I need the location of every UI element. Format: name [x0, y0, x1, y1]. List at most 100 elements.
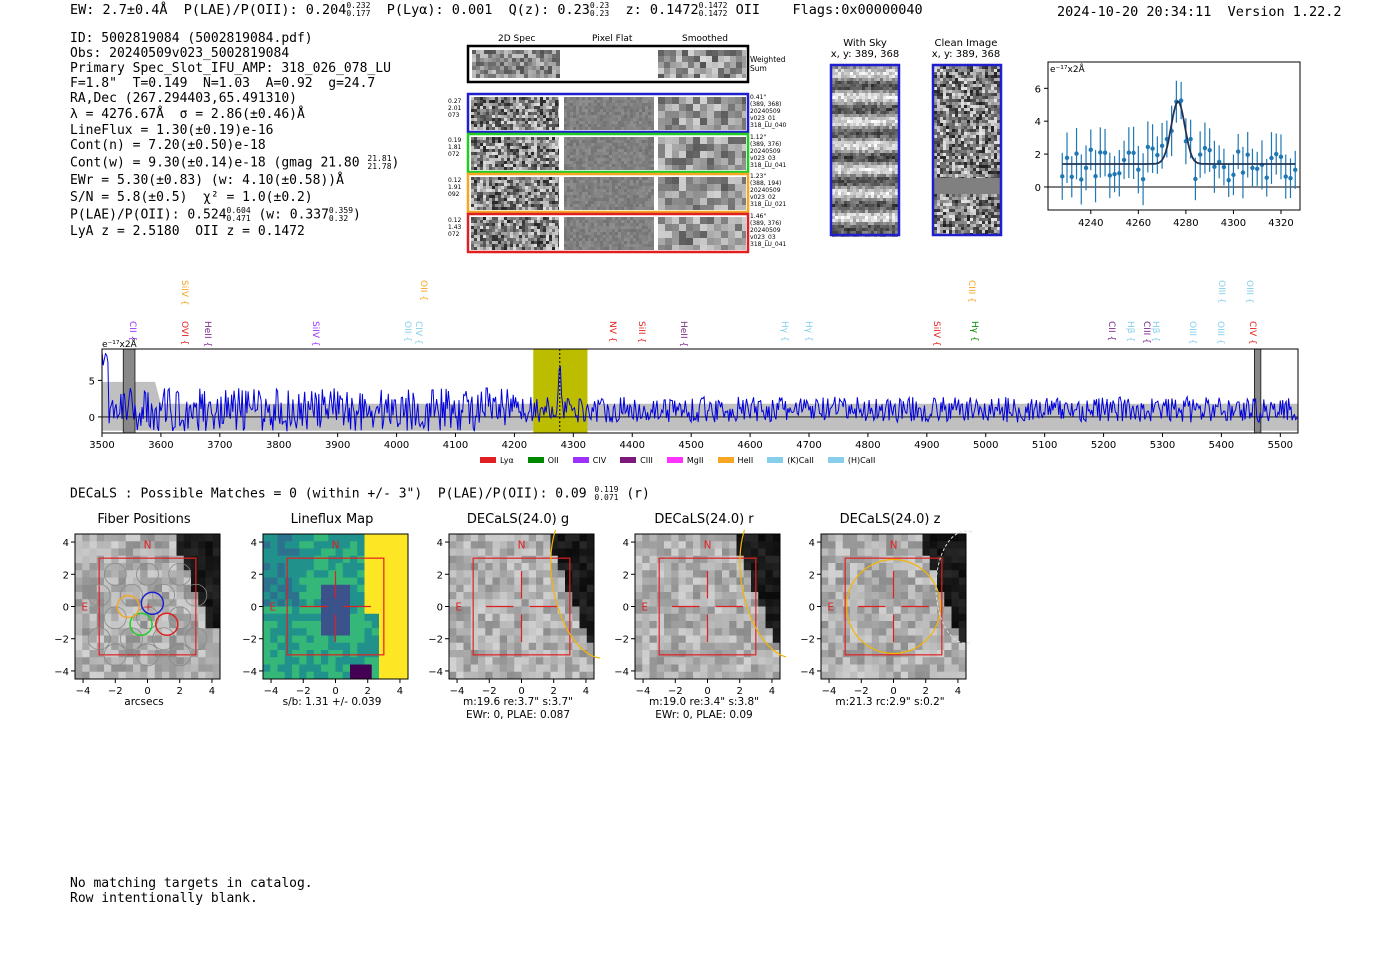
spec-xtick-5400: 5400 — [1209, 440, 1234, 451]
cutout-image-2: N E −4 −4 −2 −2 0 0 2 2 4 4 — [428, 530, 600, 697]
aperture-box — [286, 557, 385, 656]
east-label: E — [81, 602, 88, 614]
spectrum-noise-band — [102, 381, 1298, 431]
clean-image-bottom — [934, 194, 1000, 234]
legend-label: (K)CaII — [787, 455, 814, 465]
east-label: E — [827, 602, 834, 614]
stamp-smoothed-3 — [658, 217, 746, 250]
line-label-oiii: OIII { — [1244, 280, 1255, 304]
weighted-smoothed — [658, 50, 746, 78]
stamp-pixelflat-3 — [564, 217, 654, 250]
spec-xtick-4900: 4900 — [914, 440, 939, 451]
fiber-circle — [184, 583, 208, 607]
east-label: E — [455, 602, 462, 614]
legend-item-2: CIV — [572, 455, 607, 465]
cutout-xtick: 4 — [769, 686, 775, 697]
legend-swatch — [827, 457, 844, 463]
info-plae: P(LAE)/P(OII): 0.524 0.604 0.471 (w: 0.337… — [70, 206, 361, 223]
cutout-xtick: −2 — [108, 686, 123, 697]
stamp-smoothed-2 — [658, 177, 746, 210]
fiber-circle — [152, 627, 176, 651]
stamp-smoothed-1 — [658, 137, 746, 170]
legend-label: HeII — [737, 455, 754, 465]
aperture-box — [472, 557, 571, 656]
cutout-xtick: 2 — [177, 686, 183, 697]
cutout-label-0: arcsecs — [124, 696, 164, 708]
cutout-ytick: 0 — [437, 603, 443, 614]
clean-image-gap — [934, 178, 1000, 194]
with-sky-title: With Sky x, y: 389, 368 — [830, 38, 900, 60]
cutout-label-3: m:19.0 re:3.4" s:3.8" — [649, 696, 759, 708]
fiber-circle — [87, 583, 111, 607]
timestamp-version: 2024-10-20 20:34:11 Version 1.22.2 — [1057, 4, 1342, 20]
stamp-pixelflat-1 — [564, 137, 654, 170]
cutout-ytick: 4 — [63, 538, 69, 549]
legend-label: CIV — [592, 455, 607, 465]
cutout-xtick: −2 — [296, 686, 311, 697]
cutout-xtick: 0 — [144, 686, 150, 697]
aperture-box — [658, 557, 757, 656]
info-radec: RA,Dec (267.294403,65.491310) — [70, 91, 297, 106]
cutout-ytick: 2 — [623, 570, 629, 581]
info-fparams: F=1.8" T=0.149 N=1.03 A=0.92 g=24.7 — [70, 76, 376, 91]
weighted-sum-label: Weighted Sum — [750, 55, 786, 73]
cutout-ytick: 0 — [809, 603, 815, 614]
fiber-circle — [119, 627, 143, 651]
with-sky-image — [832, 66, 898, 237]
legend-item-6: (K)CaII — [767, 456, 814, 465]
legend-label: (H)CaII — [847, 455, 876, 465]
spec-xtick-3500: 3500 — [89, 440, 114, 451]
cutout-ytick: −2 — [242, 635, 257, 646]
spec-xtick-4600: 4600 — [737, 440, 762, 451]
aperture-box — [844, 557, 943, 656]
zoom-frame — [1047, 61, 1301, 211]
cutout-xtick: −4 — [822, 686, 837, 697]
info-obs: Obs: 20240509v023_5002819084 — [70, 46, 290, 61]
north-label: N — [332, 540, 340, 552]
stamp-2dspec-2 — [471, 177, 559, 210]
spec-xtick-4300: 4300 — [561, 440, 586, 451]
cutout-ytick: −4 — [614, 667, 629, 678]
spec-ytick-5: 5 — [89, 376, 95, 387]
spec-xtick-4400: 4400 — [620, 440, 645, 451]
spec-xtick-4200: 4200 — [502, 440, 527, 451]
east-label: E — [269, 602, 276, 614]
spectrum-flux-line — [101, 352, 1299, 432]
cutout-image-0: + N E −4 −4 −2 −2 0 0 2 2 4 4 — [54, 533, 221, 697]
cutout-xtick: −4 — [636, 686, 651, 697]
cutout-xtick: −4 — [450, 686, 465, 697]
cutout-label-2: m:19.6 re:3.7" s:3.7" — [463, 696, 573, 708]
legend-swatch — [666, 457, 683, 463]
galaxy-ellipse — [550, 530, 600, 659]
spec-xtick-5000: 5000 — [973, 440, 998, 451]
zoom-ytick-4: 4 — [1035, 117, 1041, 128]
stamp-smoothed-0 — [658, 97, 746, 130]
center-marker: + — [144, 601, 153, 614]
col-title-pixelflat: Pixel Flat — [592, 34, 633, 44]
fiber-red — [155, 612, 179, 636]
galaxy-ellipse-dashed — [935, 530, 972, 644]
cutout-pixels — [75, 534, 221, 680]
line-label-ciii: CIII { — [966, 280, 976, 303]
cutout-ytick: −4 — [800, 667, 815, 678]
cutout-ytick: 0 — [63, 603, 69, 614]
stamp-left-2: 0.12 1.91 092 — [448, 177, 462, 198]
stamp-2dspec-0 — [471, 97, 559, 130]
spectra-stamps: 2D Spec Pixel Flat Smoothed Weighted Sum… — [440, 34, 800, 256]
info-lineflux: LineFlux = 1.30(±0.19)e-16 — [70, 123, 274, 138]
stamp-left-1: 0.19 1.81 072 — [448, 137, 462, 158]
cutout-xtick: 0 — [704, 686, 710, 697]
spectrum-frame — [101, 348, 1299, 434]
footer-line-2: Row intentionally blank. — [70, 891, 258, 906]
cutout-ytick: −2 — [614, 635, 629, 646]
spec-xtick-5200: 5200 — [1091, 440, 1116, 451]
cutout-pixels — [449, 534, 595, 680]
north-label: N — [518, 540, 526, 552]
cutout-ytick: −2 — [800, 635, 815, 646]
cutout-title-3: DECaLS(24.0) r — [654, 512, 754, 527]
cutout-xtick: 2 — [551, 686, 557, 697]
cutout-title-2: DECaLS(24.0) g — [466, 512, 570, 527]
cutout-ytick: −4 — [242, 667, 257, 678]
zoom-ytick-6: 6 — [1035, 84, 1041, 95]
decals-summary: DECaLS : Possible Matches = 0 (within +/… — [70, 485, 650, 502]
